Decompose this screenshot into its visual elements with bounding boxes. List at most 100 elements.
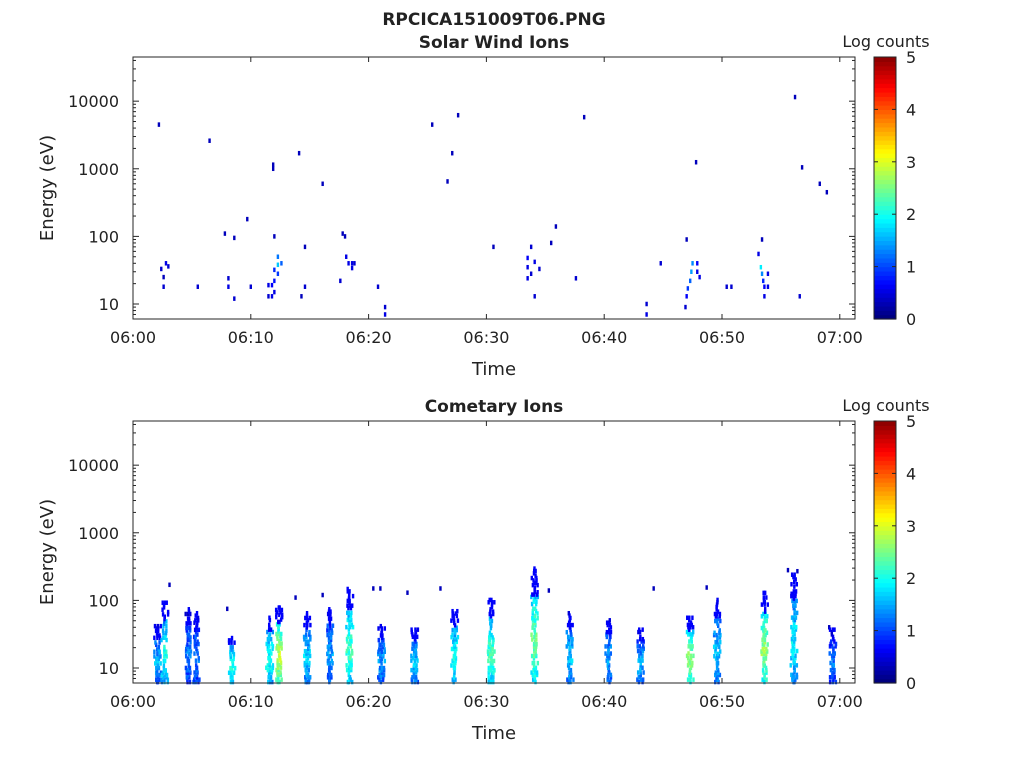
heatmap-cell (156, 668, 159, 673)
heatmap-cell (168, 582, 171, 588)
heatmap-cell (195, 648, 199, 654)
heatmap-cell (306, 656, 310, 661)
heatmap-cell (328, 663, 332, 668)
heatmap-cell (715, 632, 718, 638)
heatmap-cell (638, 627, 641, 632)
heatmap-cell (569, 670, 573, 675)
heatmap-cell (714, 672, 717, 678)
heatmap-cell (490, 602, 494, 607)
heatmap-cell (277, 674, 280, 680)
heatmap-cell (194, 663, 198, 668)
heatmap-cell (163, 614, 167, 619)
heatmap-cell (186, 625, 190, 631)
heatmap-cell (638, 653, 641, 659)
heatmap-cell (416, 658, 419, 663)
heatmap-cell (229, 654, 232, 659)
heatmap-cell (714, 639, 717, 645)
heatmap-cell (535, 672, 539, 678)
heatmap-cell (349, 612, 353, 618)
heatmap-cell (278, 631, 281, 637)
heatmap-cell (184, 649, 188, 654)
heatmap-cell (276, 665, 280, 670)
heatmap-cell (163, 649, 166, 654)
heatmap-cell (574, 276, 578, 281)
heatmap-cell (266, 663, 269, 668)
heatmap-cell (378, 647, 381, 652)
heatmap-cell (165, 623, 168, 629)
heatmap-cell (351, 603, 354, 608)
heatmap-cell (547, 588, 551, 593)
heatmap-cell (163, 600, 167, 605)
heatmap-cell (321, 181, 324, 187)
heatmap-cell (186, 658, 189, 664)
heatmap-cell (492, 611, 495, 617)
heatmap-cell (716, 663, 719, 668)
heatmap-cell (567, 679, 570, 685)
heatmap-cell (691, 629, 695, 635)
heatmap-cell (569, 629, 572, 635)
heatmap-cell (713, 611, 717, 617)
heatmap-cell (230, 640, 233, 645)
heatmap-cell (687, 651, 690, 656)
heatmap-cell (413, 634, 417, 640)
heatmap-cell (725, 284, 728, 289)
heatmap-cell (454, 660, 457, 666)
heatmap-cell (453, 620, 456, 626)
heatmap-cell (530, 594, 533, 600)
heatmap-cell (640, 646, 643, 651)
heatmap-cell (266, 629, 269, 635)
heatmap-cell (705, 585, 708, 590)
heatmap-cell (715, 644, 718, 650)
heatmap-cell (639, 670, 642, 675)
colorbar-segment (874, 669, 896, 675)
heatmap-cell (348, 639, 352, 644)
heatmap-cell (307, 675, 310, 680)
heatmap-cell (414, 648, 418, 654)
heatmap-cell (157, 628, 160, 634)
colorbar-segment (874, 608, 896, 614)
heatmap-cell (349, 615, 352, 620)
colorbar-segment (874, 157, 896, 163)
heatmap-cell (833, 670, 836, 675)
heatmap-cell (566, 663, 570, 668)
heatmap-cell (533, 634, 536, 640)
heatmap-cell (156, 623, 160, 629)
heatmap-cell (714, 670, 718, 675)
heatmap-cell (487, 670, 490, 675)
colorbar-tick-label: 2 (906, 569, 916, 588)
heatmap-cell (794, 627, 798, 632)
heatmap-cell (278, 662, 281, 668)
heatmap-cell (372, 586, 375, 591)
heatmap-cell (690, 639, 694, 644)
heatmap-cell (162, 658, 165, 664)
heatmap-cell (638, 636, 642, 642)
colorbar-segment (874, 429, 896, 435)
heatmap-cell (280, 261, 283, 266)
heatmap-cell (490, 658, 494, 664)
heatmap-cell (606, 653, 609, 659)
heatmap-cell (193, 641, 197, 647)
heatmap-cell (193, 637, 197, 642)
heatmap-cell (227, 284, 230, 289)
heatmap-cell (187, 632, 191, 638)
heatmap-cell (639, 660, 643, 666)
heatmap-cell (790, 591, 793, 597)
heatmap-cell (686, 663, 690, 668)
heatmap-cell (718, 672, 722, 678)
heatmap-cell (232, 670, 236, 676)
heatmap-cell (685, 294, 688, 299)
colorbar-segment (874, 139, 896, 145)
heatmap-cell (532, 599, 535, 604)
heatmap-cell (185, 668, 189, 673)
heatmap-cell (163, 654, 166, 659)
heatmap-cell (533, 627, 536, 633)
heatmap-cell (606, 658, 610, 663)
heatmap-cell (154, 640, 157, 645)
heatmap-cell (163, 647, 166, 652)
heatmap-cell (793, 636, 797, 642)
heatmap-cell (188, 675, 191, 680)
colorbar-segment (874, 83, 896, 89)
heatmap-cell (531, 592, 534, 597)
heatmap-cell (716, 677, 720, 682)
heatmap-cell (268, 636, 272, 642)
